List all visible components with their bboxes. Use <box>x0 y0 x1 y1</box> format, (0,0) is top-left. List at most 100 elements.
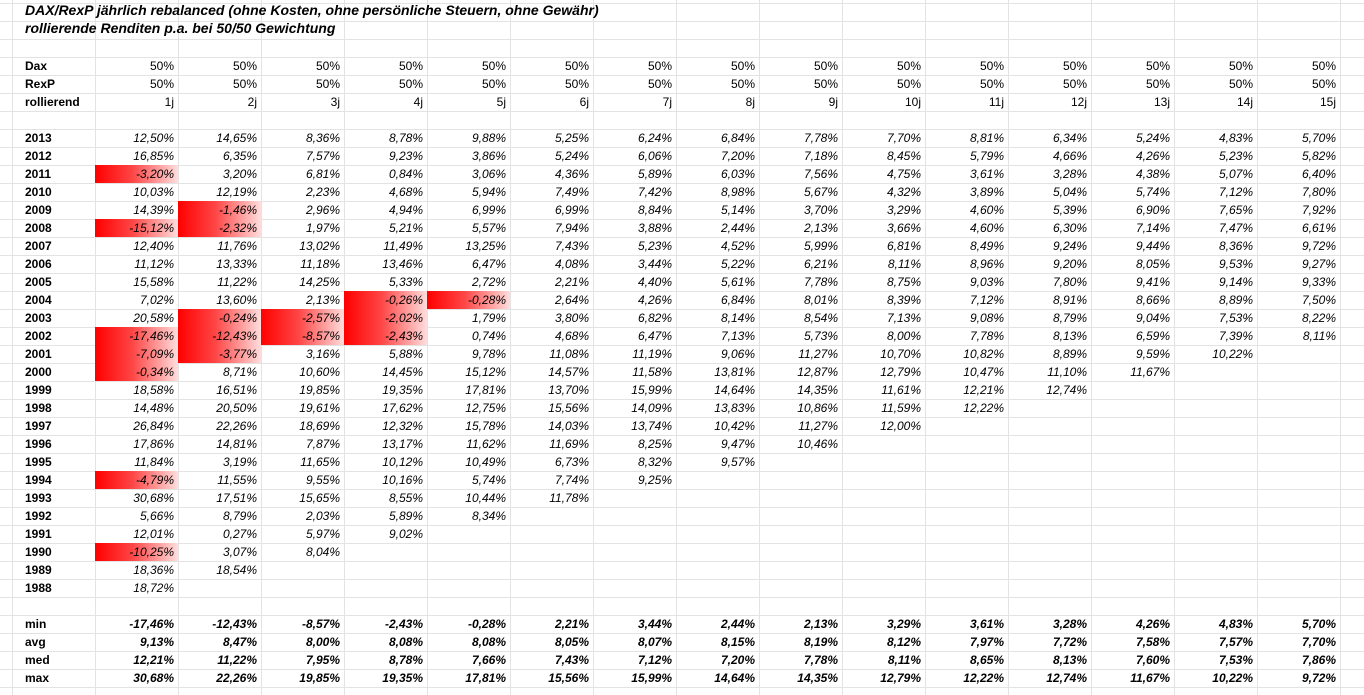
table-cell[interactable]: 3,61% <box>969 167 1004 181</box>
table-cell[interactable]: 7,20% <box>720 149 755 163</box>
table-cell[interactable]: 5,97% <box>305 527 340 541</box>
table-cell[interactable]: 9,41% <box>1135 275 1170 289</box>
table-cell[interactable] <box>925 453 1008 471</box>
year-label[interactable]: 1995 <box>25 455 52 469</box>
table-cell[interactable]: 8,79% <box>1052 311 1087 325</box>
table-cell[interactable]: 9,33% <box>1301 275 1336 289</box>
table-cell[interactable]: 8,12% <box>886 635 921 649</box>
table-cell[interactable]: 3,29% <box>886 203 921 217</box>
table-cell[interactable]: 0,84% <box>388 167 423 181</box>
table-cell[interactable]: 5,21% <box>388 221 423 235</box>
table-cell[interactable]: 2,64% <box>554 293 589 307</box>
table-cell[interactable]: 17,81% <box>465 383 506 397</box>
table-cell[interactable]: 1,79% <box>471 311 506 325</box>
table-cell[interactable]: 8,75% <box>886 275 921 289</box>
table-cell[interactable]: 14,25% <box>299 275 340 289</box>
year-label[interactable]: 2003 <box>25 311 52 325</box>
table-cell[interactable]: 7,72% <box>1052 635 1087 649</box>
table-cell[interactable]: 8,66% <box>1135 293 1170 307</box>
table-cell[interactable]: 7,92% <box>1301 203 1336 217</box>
table-cell[interactable]: 7,58% <box>1135 635 1170 649</box>
table-cell[interactable]: 10,12% <box>382 455 423 469</box>
table-cell[interactable]: 10,82% <box>963 347 1004 361</box>
table-cell[interactable]: 8,79% <box>222 509 257 523</box>
table-cell[interactable]: 8,98% <box>720 185 755 199</box>
table-cell[interactable]: 7,97% <box>969 635 1004 649</box>
table-cell[interactable] <box>925 543 1008 561</box>
table-cell[interactable]: 50% <box>730 77 755 91</box>
table-cell[interactable]: 14,57% <box>548 365 589 379</box>
table-cell[interactable]: 9,44% <box>1135 239 1170 253</box>
table-cell[interactable]: 13,17% <box>382 437 423 451</box>
table-cell[interactable]: 8,89% <box>1052 347 1087 361</box>
table-cell[interactable]: 9,24% <box>1052 239 1087 253</box>
table-cell[interactable] <box>1257 507 1340 525</box>
table-cell[interactable]: 8,55% <box>388 491 423 505</box>
table-cell[interactable]: 5,94% <box>471 185 506 199</box>
table-cell[interactable]: 16,85% <box>133 149 174 163</box>
table-cell[interactable]: 7,70% <box>1301 635 1336 649</box>
table-cell[interactable] <box>676 543 759 561</box>
table-cell[interactable]: 15,99% <box>631 671 672 685</box>
table-cell[interactable] <box>1174 453 1257 471</box>
table-cell[interactable]: 13,70% <box>548 383 589 397</box>
table-cell[interactable] <box>1008 579 1091 597</box>
table-cell[interactable]: 14,48% <box>133 401 174 415</box>
table-cell[interactable]: 7,42% <box>637 185 672 199</box>
table-cell[interactable]: 14,09% <box>631 401 672 415</box>
table-cell[interactable]: 50% <box>1228 59 1253 73</box>
table-cell[interactable] <box>1174 489 1257 507</box>
table-cell[interactable]: 8,25% <box>637 437 672 451</box>
table-cell[interactable]: 13,81% <box>714 365 755 379</box>
year-label[interactable]: 2012 <box>25 149 52 163</box>
table-cell[interactable]: 7,13% <box>886 311 921 325</box>
table-cell[interactable]: 12,32% <box>382 419 423 433</box>
table-cell[interactable]: 7,12% <box>969 293 1004 307</box>
table-cell[interactable] <box>1174 417 1257 435</box>
table-cell[interactable] <box>759 561 842 579</box>
year-label[interactable]: 2008 <box>25 221 52 235</box>
table-cell[interactable]: 5,24% <box>554 149 589 163</box>
table-cell[interactable]: 7,57% <box>1218 635 1253 649</box>
table-cell[interactable]: 50% <box>481 77 506 91</box>
table-cell[interactable]: 14j <box>1236 95 1253 109</box>
table-cell[interactable]: 8,71% <box>222 365 257 379</box>
table-cell[interactable]: -0,34% <box>95 363 178 381</box>
table-cell[interactable]: 12,74% <box>1046 671 1087 685</box>
table-cell[interactable]: 8,49% <box>969 239 1004 253</box>
table-cell[interactable]: 9,72% <box>1301 239 1336 253</box>
table-cell[interactable]: 50% <box>1311 59 1336 73</box>
table-cell[interactable]: 14,35% <box>797 671 838 685</box>
table-cell[interactable] <box>925 507 1008 525</box>
table-cell[interactable]: 11,55% <box>217 473 257 487</box>
table-cell[interactable]: 7,57% <box>305 149 340 163</box>
table-cell[interactable]: 6,40% <box>1301 167 1336 181</box>
table-cell[interactable]: 4,68% <box>554 329 589 343</box>
table-cell[interactable]: 12,79% <box>880 365 921 379</box>
table-cell[interactable]: 6,84% <box>720 131 755 145</box>
table-cell[interactable] <box>1257 543 1340 561</box>
table-cell[interactable]: 20,50% <box>216 401 257 415</box>
table-cell[interactable] <box>676 507 759 525</box>
table-cell[interactable] <box>1008 435 1091 453</box>
table-cell[interactable]: 8,08% <box>471 635 506 649</box>
table-cell[interactable]: 6,61% <box>1301 221 1336 235</box>
table-cell[interactable] <box>842 579 925 597</box>
table-cell[interactable]: -0,24% <box>178 309 261 327</box>
table-cell[interactable]: 9,08% <box>969 311 1004 325</box>
table-cell[interactable]: 26,84% <box>133 419 174 433</box>
table-cell[interactable] <box>1257 561 1340 579</box>
year-label[interactable]: 2005 <box>25 275 52 289</box>
table-cell[interactable]: 50% <box>1145 77 1170 91</box>
year-label[interactable]: 2007 <box>25 239 52 253</box>
table-cell[interactable]: 10,86% <box>797 401 838 415</box>
table-cell[interactable]: 18,36% <box>133 563 174 577</box>
table-cell[interactable]: 10,16% <box>382 473 423 487</box>
header-row-label[interactable]: Dax <box>25 59 48 73</box>
table-cell[interactable]: 6j <box>579 95 589 109</box>
table-cell[interactable] <box>842 489 925 507</box>
table-cell[interactable]: 4,08% <box>554 257 589 271</box>
table-cell[interactable]: 3,61% <box>969 617 1004 631</box>
table-cell[interactable]: 8,11% <box>887 257 921 271</box>
table-cell[interactable] <box>1257 489 1340 507</box>
